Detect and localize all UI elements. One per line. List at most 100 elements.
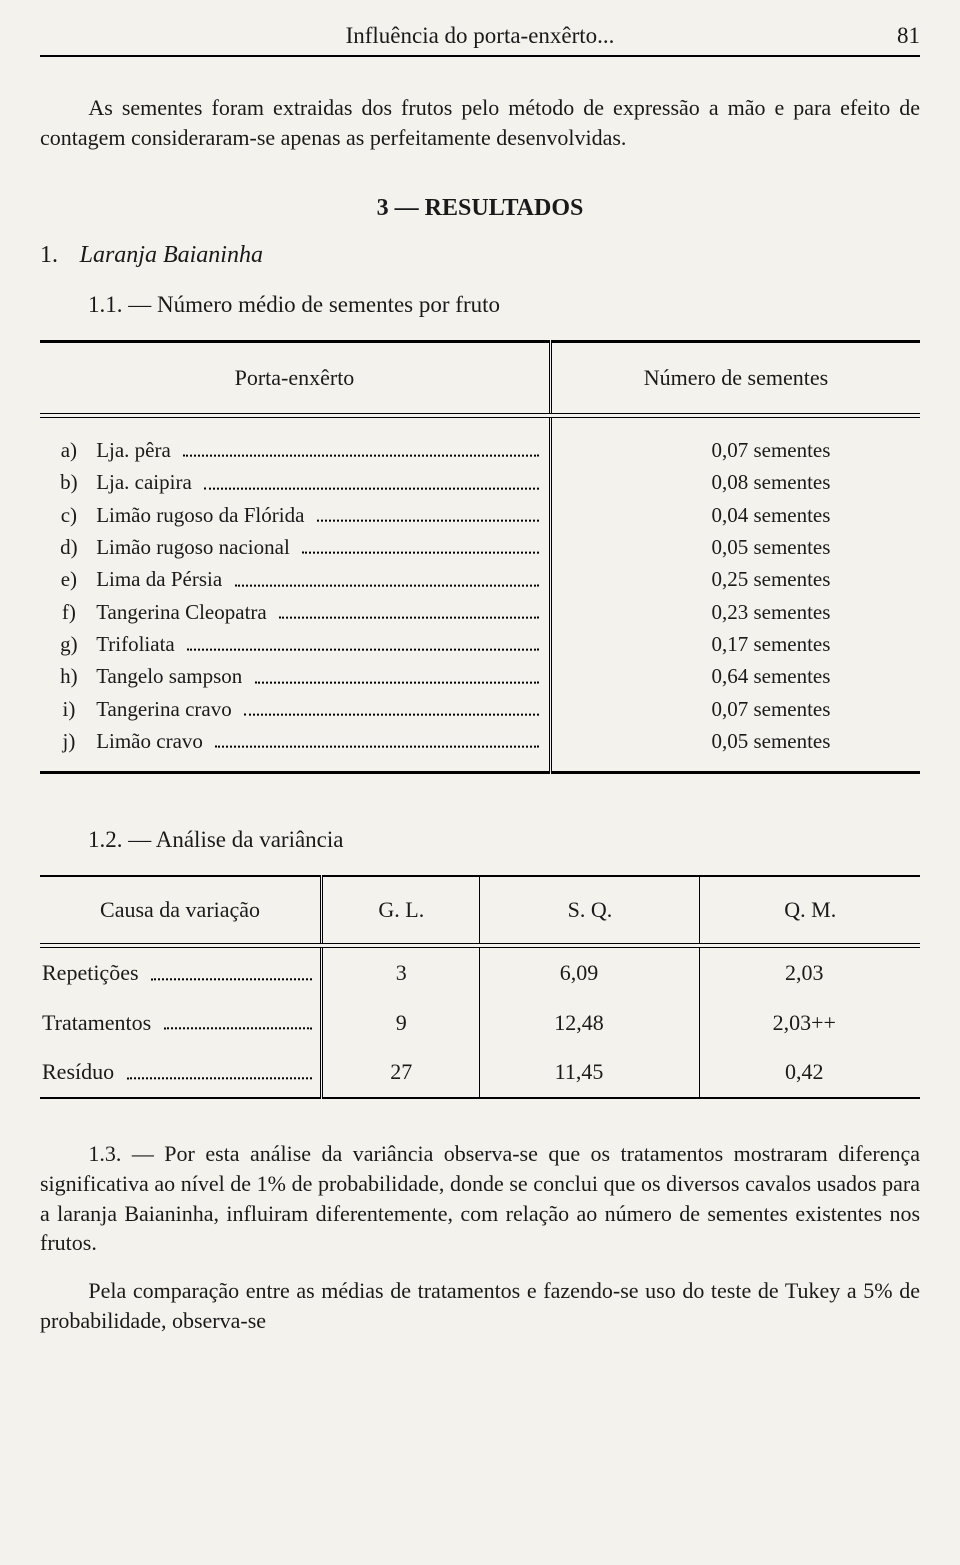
- table1-cell-name: b) Lja. caipira: [40, 466, 550, 498]
- paragraph-tukey: Pela comparação entre as médias de trata…: [40, 1276, 920, 1335]
- table2-header-sq: S. Q.: [480, 876, 700, 943]
- table1-cell-name: c) Limão rugoso da Flórida: [40, 499, 550, 531]
- row-name: Tratamentos: [42, 1008, 151, 1038]
- table1-cell-value: 0,08 sementes: [550, 466, 920, 498]
- leader-dots: [164, 1008, 312, 1030]
- paragraph-1-3: 1.3. — Por esta análise da variância obs…: [40, 1139, 920, 1258]
- table-row: Resíduo 2711,450,42: [40, 1047, 920, 1098]
- table1-cell-name: g) Trifoliata: [40, 628, 550, 660]
- leader-dots: [183, 436, 539, 457]
- table2-cell-gl: 9: [322, 998, 480, 1048]
- leader-dots: [151, 958, 312, 980]
- leader-dots: [127, 1057, 312, 1079]
- table2-cell-gl: 3: [322, 948, 480, 998]
- table2-header-gl: G. L.: [322, 876, 480, 943]
- table-row: b) Lja. caipira 0,08 sementes: [40, 466, 920, 498]
- leader-dots: [255, 662, 539, 683]
- table1-cell-name: f) Tangerina Cleopatra: [40, 596, 550, 628]
- table-row: i) Tangerina cravo 0,07 sementes: [40, 693, 920, 725]
- table2-cell-sq: 12,48: [480, 998, 700, 1048]
- row-name: Repetições: [42, 958, 139, 988]
- subheading-1-2: 1.2. — Análise da variância: [88, 824, 920, 855]
- row-tag: e): [50, 565, 88, 593]
- table2-header-causa: Causa da variação: [40, 876, 322, 943]
- page-number: 81: [860, 20, 920, 51]
- table1-cell-name: a) Lja. pêra: [40, 418, 550, 466]
- leader-dots: [317, 501, 539, 522]
- section-heading-resultados: 3 — RESULTADOS: [40, 192, 920, 224]
- table-analise-variancia: Causa da variação G. L. S. Q. Q. M. Repe…: [40, 875, 920, 1099]
- table-row: Repetições 36,092,03: [40, 948, 920, 998]
- table1-cell-value: 0,07 sementes: [550, 418, 920, 466]
- row-name: Tangerina cravo: [96, 695, 232, 723]
- table-row: f) Tangerina Cleopatra 0,23 sementes: [40, 596, 920, 628]
- row-name: Limão rugoso nacional: [96, 533, 290, 561]
- row-tag: d): [50, 533, 88, 561]
- row-name: Tangelo sampson: [96, 662, 242, 690]
- row-name: Lja. pêra: [96, 436, 171, 464]
- leader-dots: [204, 468, 539, 489]
- table1-cell-value: 0,05 sementes: [550, 531, 920, 563]
- table1-cell-value: 0,17 sementes: [550, 628, 920, 660]
- subheading-1-1: 1.1. — Número médio de sementes por frut…: [88, 289, 920, 320]
- row-tag: h): [50, 662, 88, 690]
- row-tag: j): [50, 727, 88, 755]
- table2-cell-qm: 2,03++: [700, 998, 920, 1048]
- leader-dots: [215, 727, 539, 748]
- table2-cell-sq: 6,09: [480, 948, 700, 998]
- running-head: Influência do porta-enxêrto... 81: [40, 20, 920, 57]
- leader-dots: [187, 630, 539, 651]
- table-sementes: Porta-enxêrto Número de sementes a) Lja. …: [40, 340, 920, 774]
- table2-cell-sq: 11,45: [480, 1047, 700, 1098]
- row-tag: g): [50, 630, 88, 658]
- table-row: a) Lja. pêra 0,07 sementes: [40, 418, 920, 466]
- row-name: Limão cravo: [96, 727, 203, 755]
- leader-dots: [235, 565, 539, 586]
- table1-cell-value: 0,23 sementes: [550, 596, 920, 628]
- table1-cell-value: 0,25 sementes: [550, 563, 920, 595]
- leader-dots: [302, 533, 539, 554]
- row-name: Limão rugoso da Flórida: [96, 501, 304, 529]
- table1-cell-name: j) Limão cravo: [40, 725, 550, 773]
- row-name: Trifoliata: [96, 630, 175, 658]
- table-row: c) Limão rugoso da Flórida 0,04 sementes: [40, 499, 920, 531]
- table2-cell-causa: Tratamentos: [40, 998, 322, 1048]
- table1-cell-value: 0,05 sementes: [550, 725, 920, 773]
- row-tag: a): [50, 436, 88, 464]
- table1-cell-value: 0,64 sementes: [550, 660, 920, 692]
- table1-header-porta-enxerto: Porta-enxêrto: [40, 342, 550, 413]
- table-row: Tratamentos 912,482,03++: [40, 998, 920, 1048]
- subheading-1-title: Laranja Baianinha: [80, 242, 263, 268]
- intro-paragraph: As sementes foram extraidas dos frutos p…: [40, 93, 920, 152]
- row-name: Tangerina Cleopatra: [96, 598, 267, 626]
- table-row: e) Lima da Pérsia 0,25 sementes: [40, 563, 920, 595]
- table2-cell-causa: Repetições: [40, 948, 322, 998]
- table2-cell-qm: 2,03: [700, 948, 920, 998]
- subheading-1: 1. Laranja Baianinha: [40, 239, 920, 271]
- table1-cell-name: i) Tangerina cravo: [40, 693, 550, 725]
- subheading-1-number: 1.: [40, 239, 74, 271]
- table2-cell-qm: 0,42: [700, 1047, 920, 1098]
- table-row: d) Limão rugoso nacional 0,05 sementes: [40, 531, 920, 563]
- table-row: h) Tangelo sampson 0,64 sementes: [40, 660, 920, 692]
- table1-header-numero-sementes: Número de sementes: [550, 342, 920, 413]
- table2-cell-gl: 27: [322, 1047, 480, 1098]
- table-row: g) Trifoliata 0,17 sementes: [40, 628, 920, 660]
- table1-cell-value: 0,07 sementes: [550, 693, 920, 725]
- table2-cell-causa: Resíduo: [40, 1047, 322, 1098]
- running-title: Influência do porta-enxêrto...: [100, 20, 860, 51]
- table1-cell-name: d) Limão rugoso nacional: [40, 531, 550, 563]
- table1-cell-value: 0,04 sementes: [550, 499, 920, 531]
- row-tag: c): [50, 501, 88, 529]
- table2-header-qm: Q. M.: [700, 876, 920, 943]
- leader-dots: [279, 598, 539, 619]
- table1-cell-name: e) Lima da Pérsia: [40, 563, 550, 595]
- row-name: Lja. caipira: [96, 468, 192, 496]
- table-row: j) Limão cravo 0,05 sementes: [40, 725, 920, 773]
- row-tag: i): [50, 695, 88, 723]
- row-tag: f): [50, 598, 88, 626]
- table1-cell-name: h) Tangelo sampson: [40, 660, 550, 692]
- row-name: Resíduo: [42, 1057, 114, 1087]
- row-name: Lima da Pérsia: [96, 565, 222, 593]
- row-tag: b): [50, 468, 88, 496]
